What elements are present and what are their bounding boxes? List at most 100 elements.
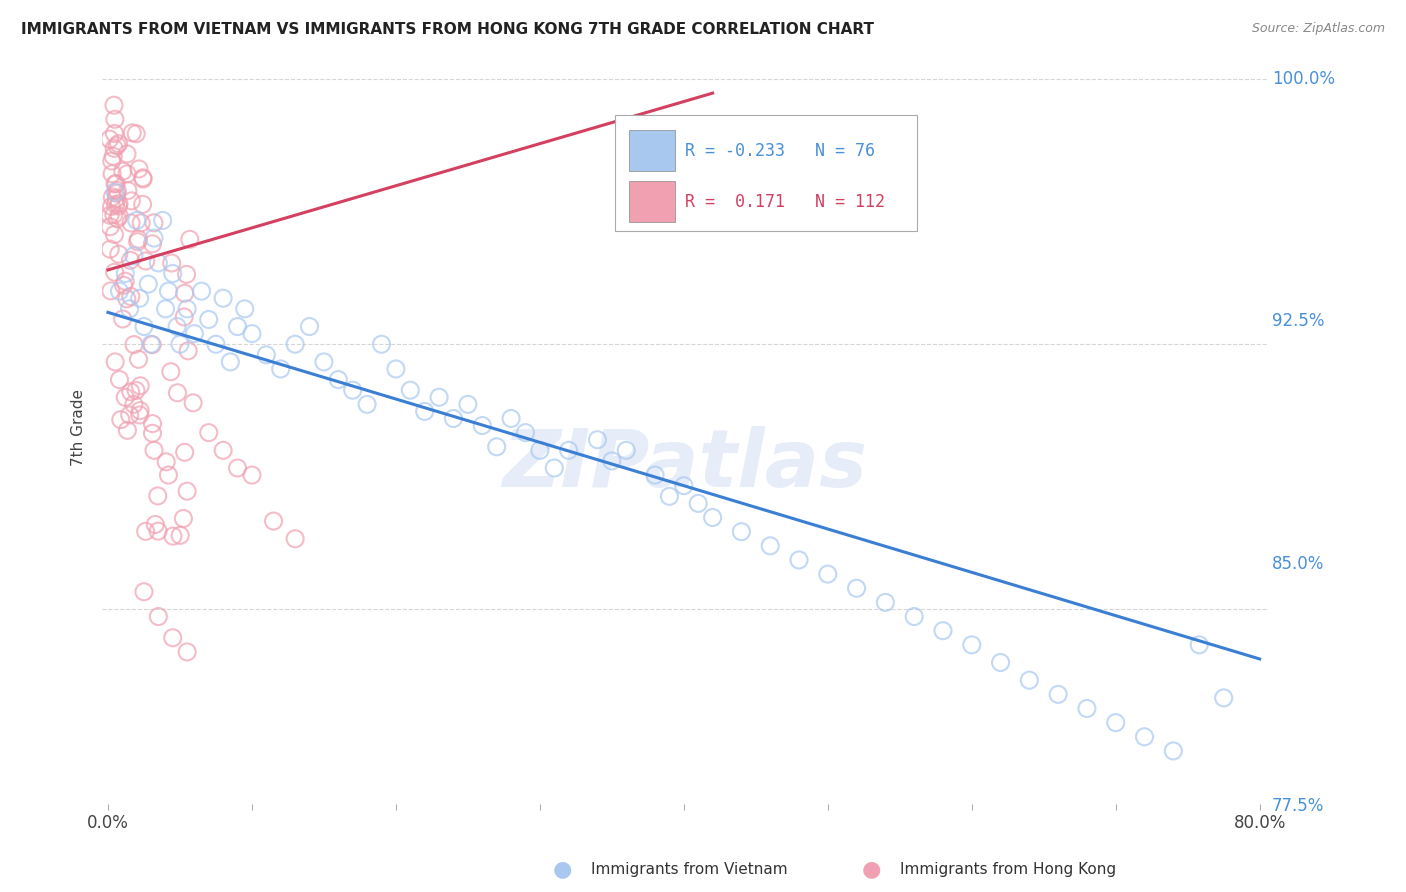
Point (159, 365, 181, 379)
Point (644, 468, 666, 483)
Point (110, 413, 132, 427)
Point (173, 286, 195, 301)
Point (157, 468, 180, 483)
Point (586, 433, 609, 447)
Point (121, 126, 143, 140)
Point (672, 478, 695, 492)
Point (118, 301, 141, 316)
Point (105, 138, 128, 153)
Point (499, 411, 522, 425)
Point (148, 609, 170, 624)
Point (101, 190, 124, 204)
Point (108, 373, 131, 387)
Point (162, 529, 184, 543)
Point (111, 312, 134, 326)
Point (152, 213, 174, 227)
Point (114, 274, 136, 288)
Point (115, 167, 138, 181)
Point (108, 196, 131, 211)
Point (141, 236, 163, 251)
Point (176, 645, 198, 659)
Point (990, 656, 1012, 670)
Point (688, 496, 710, 510)
Point (457, 397, 479, 411)
Point (143, 517, 166, 532)
Point (141, 337, 163, 351)
Point (197, 312, 219, 326)
Point (120, 194, 142, 208)
Point (132, 170, 155, 185)
Point (166, 385, 188, 400)
Point (157, 284, 180, 298)
Point (443, 411, 465, 425)
Point (135, 254, 157, 268)
Point (104, 112, 127, 127)
Point (212, 291, 235, 305)
Point (172, 511, 194, 525)
Point (173, 310, 195, 324)
Point (141, 426, 163, 441)
Point (240, 326, 263, 341)
Point (98, 219, 121, 234)
Point (107, 136, 129, 151)
Point (104, 265, 127, 279)
Point (111, 164, 134, 178)
Point (181, 396, 204, 410)
Point (614, 443, 637, 458)
Point (427, 390, 450, 404)
Point (960, 638, 983, 652)
Point (122, 337, 145, 351)
Point (160, 256, 183, 270)
Point (108, 284, 131, 298)
Point (702, 510, 724, 524)
Point (845, 581, 868, 595)
Point (103, 208, 125, 222)
Point (190, 284, 212, 298)
Point (127, 232, 149, 246)
Text: Immigrants from Vietnam: Immigrants from Vietnam (591, 863, 787, 877)
Text: ●: ● (862, 860, 882, 880)
Point (485, 440, 508, 454)
Point (129, 216, 152, 230)
Point (117, 423, 139, 437)
Point (1105, 715, 1128, 730)
Point (197, 425, 219, 440)
Point (1076, 701, 1098, 715)
Point (125, 213, 148, 227)
Point (875, 595, 897, 609)
Text: ●: ● (553, 860, 572, 880)
Point (529, 443, 551, 458)
Point (98, 208, 121, 222)
Point (263, 514, 285, 528)
Point (128, 352, 150, 367)
Point (903, 609, 925, 624)
Point (328, 373, 350, 387)
Point (103, 141, 125, 155)
Point (658, 489, 681, 503)
Point (226, 461, 249, 475)
Point (118, 408, 141, 422)
Point (1018, 673, 1040, 688)
Point (543, 461, 565, 475)
Point (120, 216, 142, 230)
Point (162, 267, 184, 281)
Point (413, 404, 436, 418)
Point (117, 184, 139, 198)
Point (142, 216, 165, 230)
Point (104, 185, 127, 199)
Point (312, 355, 335, 369)
Point (166, 319, 188, 334)
Point (103, 127, 125, 141)
Point (120, 289, 142, 303)
Point (399, 383, 422, 397)
Point (129, 403, 152, 417)
Point (356, 397, 378, 411)
FancyBboxPatch shape (628, 129, 675, 171)
Point (125, 384, 148, 398)
Text: R =  0.171   N = 112: R = 0.171 N = 112 (685, 193, 884, 211)
Point (183, 326, 205, 341)
Point (129, 379, 152, 393)
Point (132, 319, 155, 334)
Point (114, 267, 136, 281)
Point (128, 291, 150, 305)
